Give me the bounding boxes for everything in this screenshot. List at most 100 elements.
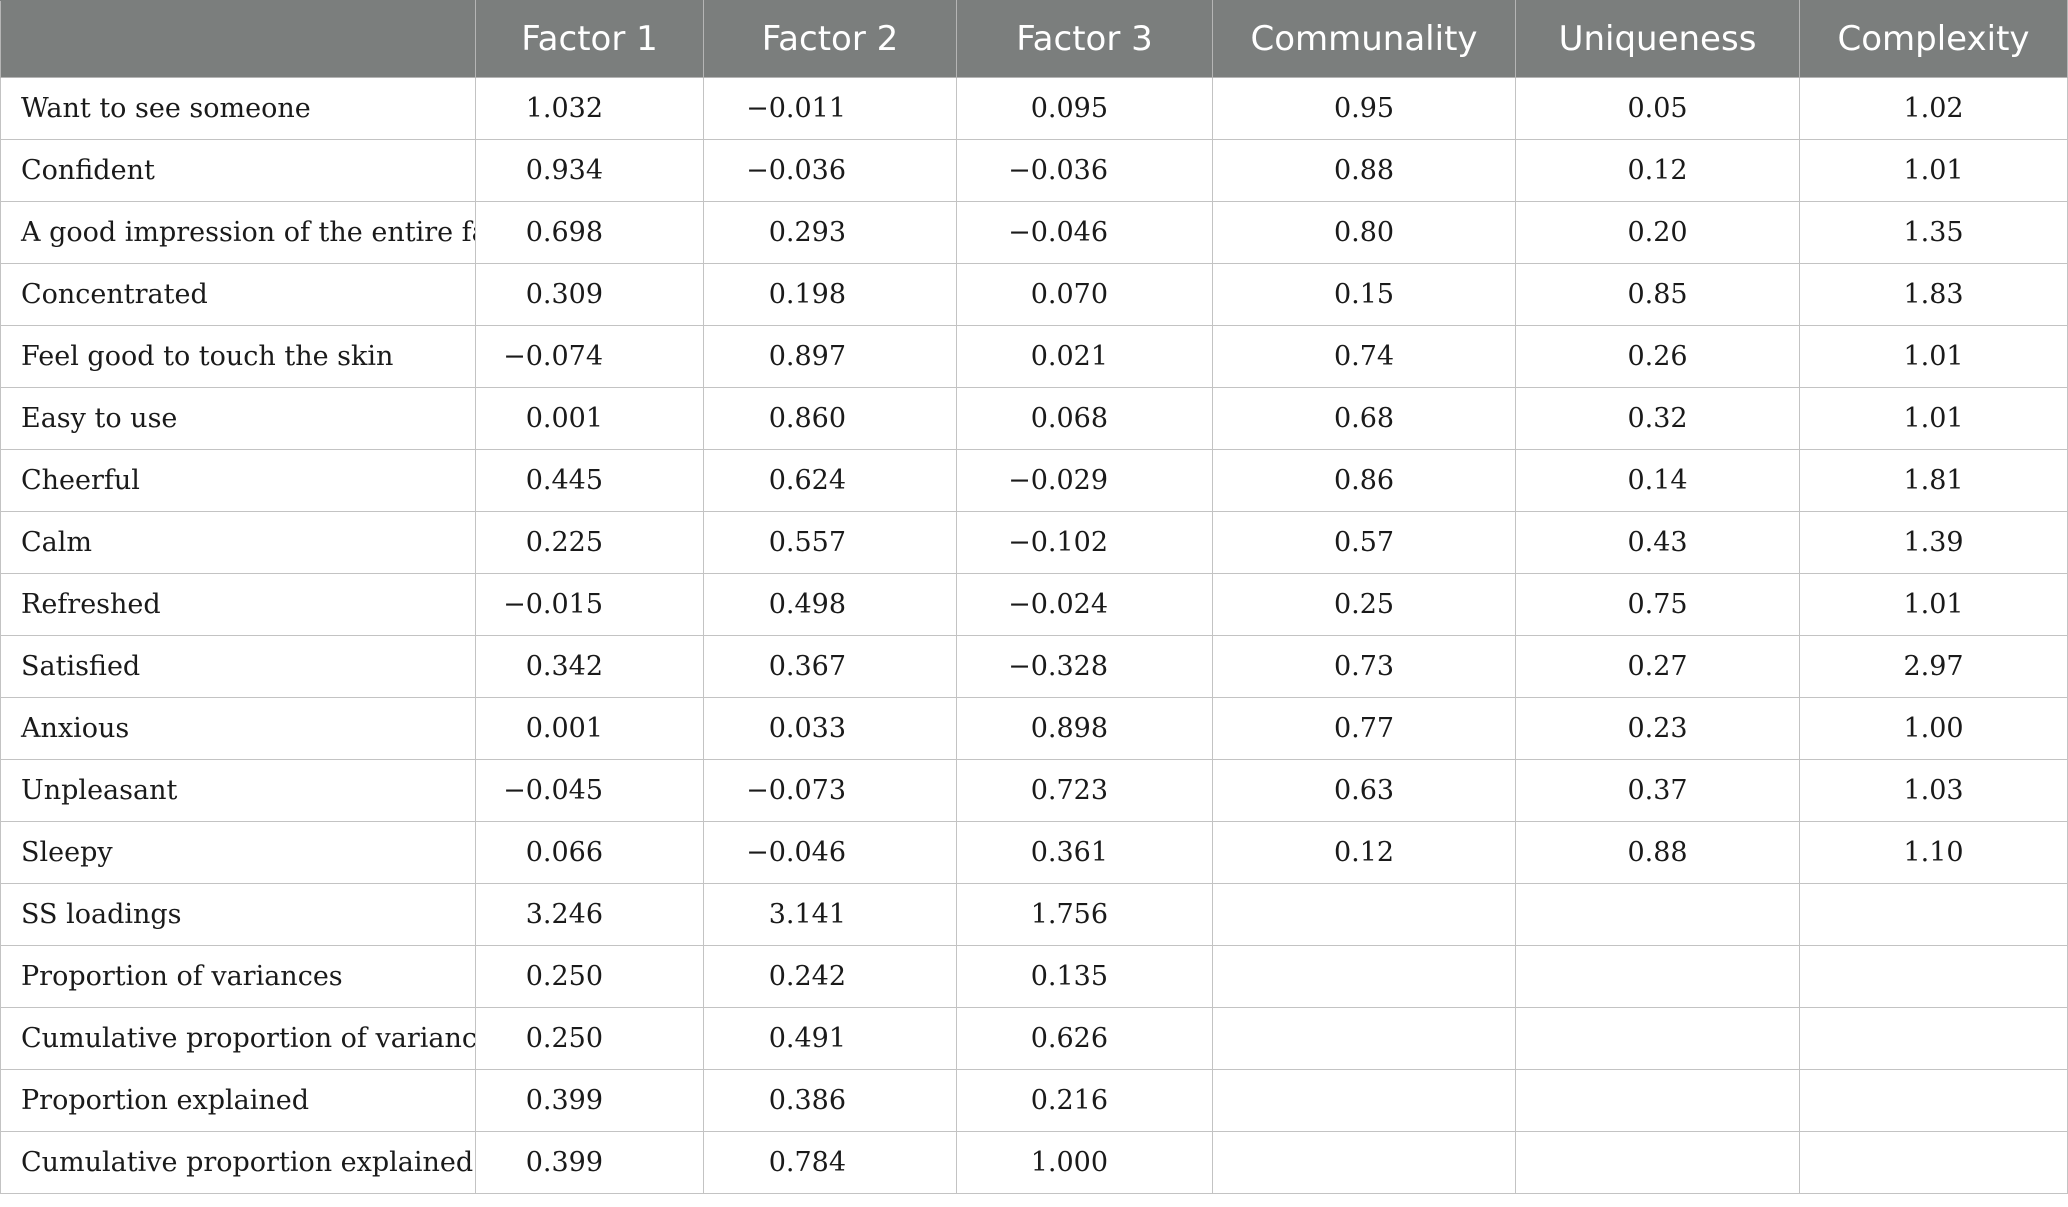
complexity-cell: 1.35 [1799, 201, 2068, 264]
factor-3-cell: 0.021 [956, 325, 1213, 388]
communality-cell: 0.95 [1212, 77, 1516, 140]
uniqueness-cell [1515, 1131, 1800, 1194]
factor-2-cell: 0.897 [703, 325, 957, 388]
factor-2-cell: 3.141 [703, 883, 957, 946]
factor-3-cell: 1.756 [956, 883, 1213, 946]
factor-3-cell: −0.029 [956, 449, 1213, 512]
factor-3-cell: 1.000 [956, 1131, 1213, 1194]
complexity-cell [1799, 1069, 2068, 1132]
communality-cell: 0.77 [1212, 697, 1516, 760]
header-item [0, 0, 476, 78]
row-label-cell: Satisfied [0, 635, 476, 698]
complexity-cell: 1.02 [1799, 77, 2068, 140]
table-row: Refreshed −0.015 0.498 −0.024 0.25 0.75 1.01 [0, 573, 2068, 636]
table-row: Confident 0.934 −0.036 −0.036 0.88 0.12 1.01 [0, 139, 2068, 202]
factor-1-cell: 0.225 [475, 511, 704, 574]
table-row: Cumulative proportion explained 0.399 0.78… [0, 1131, 2068, 1194]
row-label-cell: Proportion of variances [0, 945, 476, 1008]
complexity-cell: 1.83 [1799, 263, 2068, 326]
uniqueness-cell: 0.85 [1515, 263, 1800, 326]
table-row: Anxious 0.001 0.033 0.898 0.77 0.23 1.00 [0, 697, 2068, 760]
header-factor-1: Factor 1 [475, 0, 704, 78]
row-label-cell: Confident [0, 139, 476, 202]
table-row: SS loadings 3.246 3.141 1.756 [0, 883, 2068, 946]
factor-3-cell: −0.024 [956, 573, 1213, 636]
complexity-cell: 1.01 [1799, 573, 2068, 636]
row-label-cell: Anxious [0, 697, 476, 760]
factor-2-cell: −0.073 [703, 759, 957, 822]
row-label-cell: A good impression of the entire face [0, 201, 476, 264]
table-row: Want to see someone 1.032 −0.011 0.095 0.95 0… [0, 77, 2068, 140]
complexity-cell: 1.01 [1799, 139, 2068, 202]
communality-cell [1212, 945, 1516, 1008]
table-header: Factor 1 Factor 2 Factor 3 Communality U… [0, 0, 2068, 78]
factor-2-cell: 0.386 [703, 1069, 957, 1132]
row-label-cell: Cumulative proportion of variances [0, 1007, 476, 1070]
table-row: Cumulative proportion of variances 0.250 0… [0, 1007, 2068, 1070]
row-label-cell: SS loadings [0, 883, 476, 946]
factor-2-cell: 0.784 [703, 1131, 957, 1194]
factor-3-cell: 0.095 [956, 77, 1213, 140]
header-factor-3: Factor 3 [956, 0, 1213, 78]
communality-cell: 0.57 [1212, 511, 1516, 574]
row-label-cell: Cumulative proportion explained [0, 1131, 476, 1194]
factor-1-cell: 0.698 [475, 201, 704, 264]
row-label-cell: Sleepy [0, 821, 476, 884]
factor-1-cell: 0.066 [475, 821, 704, 884]
factor-2-cell: 0.557 [703, 511, 957, 574]
table-row: Sleepy 0.066 −0.046 0.361 0.12 0.88 1.10 [0, 821, 2068, 884]
uniqueness-cell: 0.12 [1515, 139, 1800, 202]
complexity-cell: 1.81 [1799, 449, 2068, 512]
factor-3-cell: 0.216 [956, 1069, 1213, 1132]
communality-cell: 0.80 [1212, 201, 1516, 264]
table-row: Proportion explained 0.399 0.386 0.216 [0, 1069, 2068, 1132]
complexity-cell: 1.01 [1799, 325, 2068, 388]
complexity-cell [1799, 883, 2068, 946]
uniqueness-cell: 0.37 [1515, 759, 1800, 822]
uniqueness-cell: 0.26 [1515, 325, 1800, 388]
factor-3-cell: 0.068 [956, 387, 1213, 450]
communality-cell [1212, 1069, 1516, 1132]
factor-2-cell: −0.046 [703, 821, 957, 884]
header-uniqueness: Uniqueness [1515, 0, 1800, 78]
factor-2-cell: 0.491 [703, 1007, 957, 1070]
factor-3-cell: 0.626 [956, 1007, 1213, 1070]
complexity-cell: 1.10 [1799, 821, 2068, 884]
header-complexity: Complexity [1799, 0, 2068, 78]
communality-cell [1212, 1131, 1516, 1194]
complexity-cell [1799, 1007, 2068, 1070]
factor-1-cell: 3.246 [475, 883, 704, 946]
factor-1-cell: 0.934 [475, 139, 704, 202]
uniqueness-cell: 0.14 [1515, 449, 1800, 512]
complexity-cell: 2.97 [1799, 635, 2068, 698]
uniqueness-cell: 0.32 [1515, 387, 1800, 450]
row-label-cell: Easy to use [0, 387, 476, 450]
communality-cell: 0.12 [1212, 821, 1516, 884]
factor-1-cell: 0.309 [475, 263, 704, 326]
row-label-cell: Concentrated [0, 263, 476, 326]
factor-2-cell: 0.198 [703, 263, 957, 326]
uniqueness-cell: 0.23 [1515, 697, 1800, 760]
row-label-cell: Feel good to touch the skin [0, 325, 476, 388]
factor-2-cell: 0.367 [703, 635, 957, 698]
factor-3-cell: 0.898 [956, 697, 1213, 760]
communality-cell: 0.73 [1212, 635, 1516, 698]
factor-2-cell: 0.860 [703, 387, 957, 450]
communality-cell: 0.63 [1212, 759, 1516, 822]
table-row: A good impression of the entire face 0.69… [0, 201, 2068, 264]
factor-2-cell: 0.242 [703, 945, 957, 1008]
table-row: Easy to use 0.001 0.860 0.068 0.68 0.32 1.01 [0, 387, 2068, 450]
factor-1-cell: −0.045 [475, 759, 704, 822]
factor-2-cell: 0.498 [703, 573, 957, 636]
factor-3-cell: −0.046 [956, 201, 1213, 264]
factor-2-cell: −0.036 [703, 139, 957, 202]
factor-1-cell: 0.001 [475, 387, 704, 450]
uniqueness-cell: 0.75 [1515, 573, 1800, 636]
uniqueness-cell [1515, 883, 1800, 946]
complexity-cell: 1.03 [1799, 759, 2068, 822]
factor-1-cell: 0.001 [475, 697, 704, 760]
factor-1-cell: 0.342 [475, 635, 704, 698]
communality-cell: 0.86 [1212, 449, 1516, 512]
table-row: Concentrated 0.309 0.198 0.070 0.15 0.85 1.83 [0, 263, 2068, 326]
